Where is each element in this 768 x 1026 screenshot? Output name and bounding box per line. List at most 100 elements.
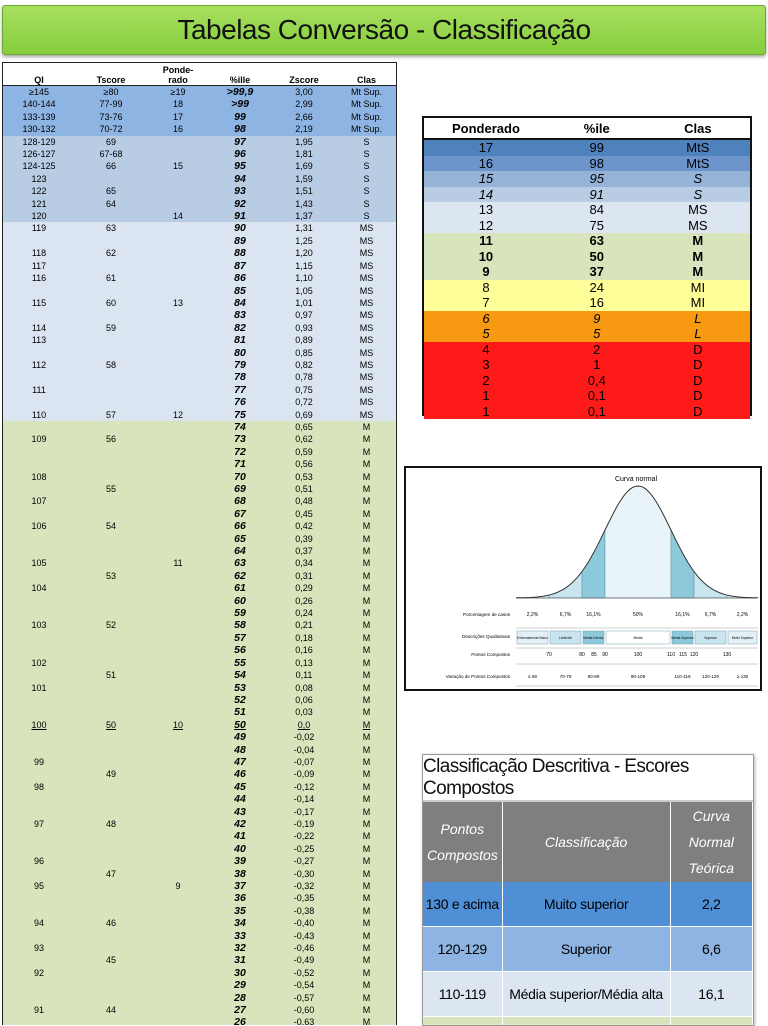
conversion-cell: MS	[337, 235, 396, 247]
conversion-cell: M	[337, 781, 396, 793]
conversion-cell	[3, 830, 75, 842]
conversion-cell: 0,59	[271, 446, 337, 458]
conversion-cell: M	[337, 706, 396, 718]
conversion-cell: 0,34	[271, 557, 337, 569]
conversion-cell: 0,82	[271, 359, 337, 371]
conversion-cell	[3, 706, 75, 718]
ponderado-cell: L	[646, 311, 750, 327]
conversion-cell	[75, 644, 147, 656]
conversion-cell	[75, 694, 147, 706]
conversion-cell: 111	[3, 384, 75, 396]
conversion-cell	[3, 446, 75, 458]
conversion-cell: 63	[75, 222, 147, 234]
conversion-cell: M	[337, 1004, 396, 1016]
conversion-cell: M	[337, 632, 396, 644]
conversion-cell: 31	[209, 954, 271, 966]
conversion-cell	[147, 917, 209, 929]
conversion-cell: MS	[337, 334, 396, 346]
conversion-cell	[75, 843, 147, 855]
conversion-cell: 54	[75, 520, 147, 532]
conversion-cell	[3, 545, 75, 557]
conversion-cell: M	[337, 979, 396, 991]
curve-qualitative-label: Média Inferior	[583, 636, 604, 640]
conversion-cell	[75, 942, 147, 954]
conversion-cell: M	[337, 533, 396, 545]
conversion-cell: 58	[209, 619, 271, 631]
conversion-cell: 119	[3, 222, 75, 234]
conversion-cell: 38	[209, 868, 271, 880]
conversion-cell: 110	[3, 409, 75, 421]
conversion-cell: 0,08	[271, 682, 337, 694]
conversion-cell: 49	[75, 768, 147, 780]
conversion-cell	[75, 334, 147, 346]
curve-percentage: 6,7%	[560, 612, 572, 618]
conversion-cell	[147, 706, 209, 718]
conversion-cell	[147, 222, 209, 234]
curve-range: 90-109	[631, 674, 646, 679]
conversion-cell	[147, 545, 209, 557]
conversion-cell: 15	[147, 160, 209, 172]
conversion-cell: 1,59	[271, 173, 337, 185]
descriptive-cell: Média superior/Média alta	[502, 972, 670, 1017]
ponderado-cell: S	[646, 171, 750, 187]
conversion-cell: -0,30	[271, 868, 337, 880]
conversion-cell	[3, 309, 75, 321]
ponderado-cell: 5	[424, 326, 548, 342]
conversion-cell: 0,0	[271, 719, 337, 731]
conversion-cell	[147, 570, 209, 582]
conversion-cell	[3, 285, 75, 297]
ponderado-cell: 24	[548, 280, 646, 296]
conversion-cell: 69	[209, 483, 271, 495]
conversion-cell	[75, 396, 147, 408]
ponderado-cell: MS	[646, 218, 750, 234]
conversion-cell: M	[337, 694, 396, 706]
curve-row-label: Porcentagem de casos	[463, 612, 511, 617]
ponderado-cell: 12	[424, 218, 548, 234]
ponderado-cell: 0,1	[548, 404, 646, 420]
conversion-cell: 1,05	[271, 285, 337, 297]
conversion-cell	[147, 669, 209, 681]
curve-percentage: 6,7%	[705, 612, 717, 618]
conversion-cell: 2,99	[271, 98, 337, 110]
conversion-cell	[75, 682, 147, 694]
conversion-cell: 68	[209, 495, 271, 507]
conversion-cell: 0,42	[271, 520, 337, 532]
conversion-cell: 140-144	[3, 98, 75, 110]
conversion-cell	[147, 892, 209, 904]
ponderado-cell: 98	[548, 156, 646, 172]
conversion-cell: M	[337, 570, 396, 582]
conversion-cell	[3, 371, 75, 383]
conversion-cell: M	[337, 756, 396, 768]
conversion-cell	[147, 967, 209, 979]
conversion-cell	[147, 371, 209, 383]
curve-percentage: 50%	[633, 612, 644, 618]
conversion-cell: M	[337, 495, 396, 507]
conversion-cell	[147, 148, 209, 160]
conversion-cell	[75, 421, 147, 433]
conversion-cell: M	[337, 682, 396, 694]
ponderado-cell: 3	[424, 357, 548, 373]
conversion-cell	[147, 682, 209, 694]
conversion-cell: 1,37	[271, 210, 337, 222]
conversion-cell: >99	[209, 98, 271, 110]
conversion-cell: 98	[3, 781, 75, 793]
ponderado-cell: MS	[646, 202, 750, 218]
curve-qualitative-label: Extremamente Baixo	[517, 636, 548, 640]
conversion-cell: -0,38	[271, 905, 337, 917]
conversion-cell: 90	[209, 222, 271, 234]
conversion-cell	[3, 694, 75, 706]
conversion-cell	[147, 309, 209, 321]
